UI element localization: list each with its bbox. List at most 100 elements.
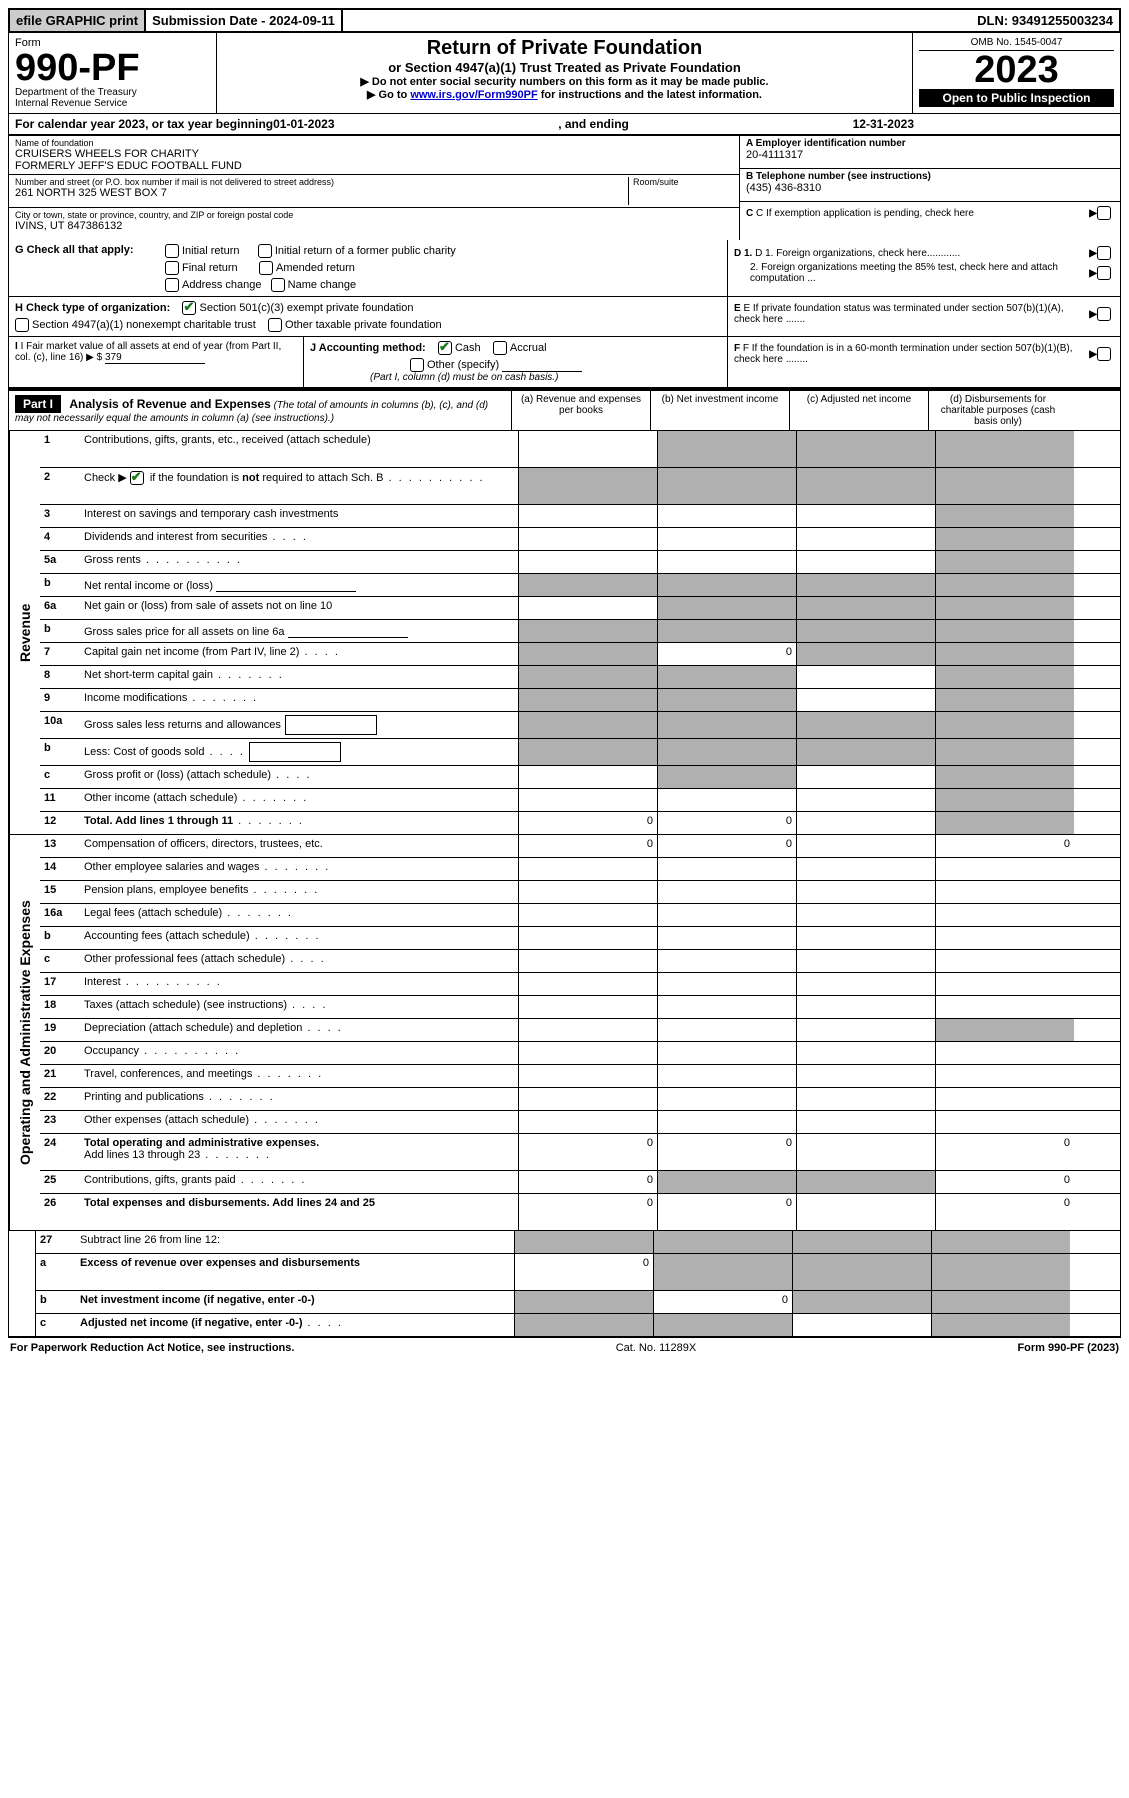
g-amended-checkbox[interactable]	[259, 261, 273, 275]
ln: 10a	[40, 712, 80, 738]
10b-box[interactable]	[249, 742, 341, 762]
h-other-checkbox[interactable]	[268, 318, 282, 332]
dln-label: DLN: 93491255003234	[971, 10, 1119, 31]
t: Gross rents	[84, 554, 141, 566]
row-7: 7 Capital gain net income (from Part IV,…	[40, 643, 1120, 666]
ld: Gross profit or (loss) (attach schedule)	[80, 766, 518, 788]
schb-checkbox[interactable]	[130, 471, 144, 485]
g-opt-4: Amended return	[276, 262, 355, 274]
t: Pension plans, employee benefits	[84, 884, 249, 896]
ein-label: A Employer identification number	[746, 138, 1114, 149]
h-4947-checkbox[interactable]	[15, 318, 29, 332]
j-other-checkbox[interactable]	[410, 358, 424, 372]
cal-mid: , and ending	[335, 117, 853, 131]
t: Interest	[84, 976, 121, 988]
ld: Less: Cost of goods sold	[80, 739, 518, 765]
efile-print-button[interactable]: efile GRAPHIC print	[10, 10, 146, 31]
ln: 25	[40, 1171, 80, 1193]
row-24: 24 Total operating and administrative ex…	[40, 1134, 1120, 1171]
j-other: Other (specify)	[427, 359, 499, 371]
ln: 26	[40, 1194, 80, 1230]
r2-post: if the foundation is not required to att…	[147, 472, 384, 484]
row-27a: a Excess of revenue over expenses and di…	[36, 1254, 1120, 1291]
ln: 3	[40, 505, 80, 527]
row-15: 15 Pension plans, employee benefits	[40, 881, 1120, 904]
h-section: H Check type of organization: Section 50…	[8, 297, 1121, 337]
v: 0	[657, 835, 796, 857]
j-cash-checkbox[interactable]	[438, 341, 452, 355]
irs-link[interactable]: www.irs.gov/Form990PF	[410, 89, 537, 101]
instr-1: ▶ Do not enter social security numbers o…	[223, 75, 906, 88]
ln: 11	[40, 789, 80, 811]
ld: Net rental income or (loss)	[80, 574, 518, 596]
ln: 7	[40, 643, 80, 665]
g-name-checkbox[interactable]	[271, 278, 285, 292]
ld: Total expenses and disbursements. Add li…	[80, 1194, 518, 1230]
row-27b: b Net investment income (if negative, en…	[36, 1291, 1120, 1314]
t: Net rental income or (loss)	[84, 580, 213, 592]
row-2: 2 Check ▶ if the foundation is not requi…	[40, 468, 1120, 505]
arrow-icon: ▶	[1089, 309, 1097, 320]
ld: Net short-term capital gain	[80, 666, 518, 688]
t: Total expenses and disbursements. Add li…	[84, 1197, 375, 1209]
h-label: H Check type of organization:	[15, 302, 170, 314]
t: Net investment income (if negative, ente…	[80, 1294, 315, 1306]
row-16b: b Accounting fees (attach schedule)	[40, 927, 1120, 950]
expenses-side-label: Operating and Administrative Expenses	[9, 835, 40, 1230]
10a-box[interactable]	[285, 715, 377, 735]
form-header: Form 990-PF Department of the Treasury I…	[8, 33, 1121, 114]
t: Less: Cost of goods sold	[84, 746, 204, 758]
ln: c	[40, 950, 80, 972]
row-6b: b Gross sales price for all assets on li…	[40, 620, 1120, 643]
e-checkbox[interactable]	[1097, 307, 1111, 321]
d1-checkbox[interactable]	[1097, 246, 1111, 260]
arrow-icon: ▶	[1089, 248, 1097, 259]
g-opt-5: Name change	[288, 279, 357, 291]
footer-form: 990-PF	[1048, 1342, 1084, 1354]
j-other-input[interactable]	[502, 357, 582, 372]
t: Contributions, gifts, grants paid	[84, 1174, 236, 1186]
g-opt-2: Address change	[182, 279, 262, 291]
ln: 17	[40, 973, 80, 995]
5b-input[interactable]	[216, 577, 356, 592]
g-opt-1: Final return	[182, 262, 238, 274]
c-text: C If exemption application is pending, c…	[756, 208, 974, 219]
j-note: (Part I, column (d) must be on cash basi…	[310, 372, 721, 383]
ln: b	[36, 1291, 76, 1313]
ld: Capital gain net income (from Part IV, l…	[80, 643, 518, 665]
ld: Interest	[80, 973, 518, 995]
ld: Other expenses (attach schedule)	[80, 1111, 518, 1133]
row-13: 13 Compensation of officers, directors, …	[40, 835, 1120, 858]
ld: Total operating and administrative expen…	[80, 1134, 518, 1170]
t: Other income (attach schedule)	[84, 792, 237, 804]
v: 0	[518, 1194, 657, 1230]
g-initial-checkbox[interactable]	[165, 244, 179, 258]
g-initial-former-checkbox[interactable]	[258, 244, 272, 258]
f-checkbox[interactable]	[1097, 347, 1111, 361]
j-accrual-checkbox[interactable]	[493, 341, 507, 355]
h-501c3-checkbox[interactable]	[182, 301, 196, 315]
ld: Contributions, gifts, grants, etc., rece…	[80, 431, 518, 467]
name-label: Name of foundation	[15, 138, 733, 148]
c-checkbox[interactable]	[1097, 206, 1111, 220]
v: 0	[657, 643, 796, 665]
row-16c: c Other professional fees (attach schedu…	[40, 950, 1120, 973]
d2-checkbox[interactable]	[1097, 266, 1111, 280]
6b-input[interactable]	[288, 623, 408, 638]
part1-title: Analysis of Revenue and Expenses	[69, 397, 270, 411]
g-final-checkbox[interactable]	[165, 261, 179, 275]
ld: Subtract line 26 from line 12:	[76, 1231, 514, 1253]
ld: Other employee salaries and wages	[80, 858, 518, 880]
row-9: 9 Income modifications	[40, 689, 1120, 712]
row-18: 18 Taxes (attach schedule) (see instruct…	[40, 996, 1120, 1019]
g-address-checkbox[interactable]	[165, 278, 179, 292]
ld: Accounting fees (attach schedule)	[80, 927, 518, 949]
ln: 6a	[40, 597, 80, 619]
footer-right: Form 990-PF (2023)	[1017, 1342, 1119, 1354]
row-27: 27 Subtract line 26 from line 12:	[36, 1231, 1120, 1254]
ln: 13	[40, 835, 80, 857]
ln: b	[40, 620, 80, 642]
h-opt1: Section 501(c)(3) exempt private foundat…	[199, 302, 413, 314]
instr-2: ▶ Go to www.irs.gov/Form990PF for instru…	[223, 88, 906, 101]
v: 0	[935, 1171, 1074, 1193]
